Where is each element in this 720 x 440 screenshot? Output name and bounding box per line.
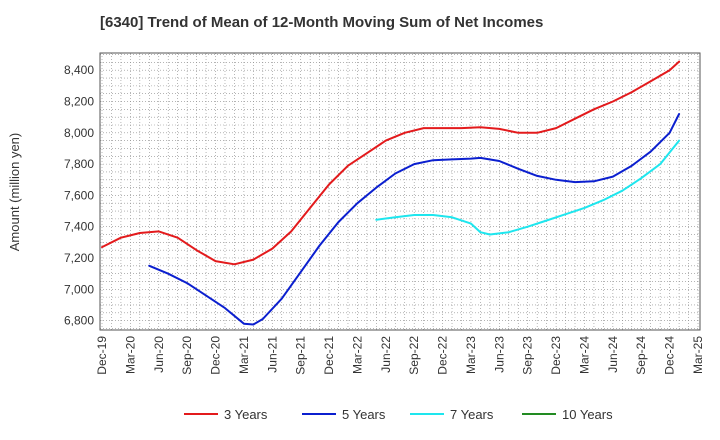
legend-label: 10 Years (562, 407, 613, 422)
x-tick-label: Sep-20 (180, 336, 194, 375)
x-tick-label: Sep-22 (407, 336, 421, 375)
y-tick-label: 6,800 (64, 314, 94, 328)
x-tick-label: Jun-22 (379, 336, 393, 373)
x-tick-label: Dec-22 (436, 336, 450, 375)
x-tick-label: Mar-23 (464, 336, 478, 374)
series-line-1 (148, 113, 681, 326)
y-axis-label: Amount (million yen) (7, 133, 22, 252)
series-lines (101, 60, 681, 326)
x-tick-label: Dec-19 (95, 336, 109, 375)
x-tick-label: Mar-24 (577, 336, 591, 374)
x-tick-label: Dec-23 (549, 336, 563, 375)
y-axis-ticks: 6,800 7,000 7,200 7,400 7,600 7,800 8,000 8,200… (64, 63, 94, 327)
legend-label: 3 Years (224, 407, 268, 422)
y-tick-label: 8,200 (64, 95, 94, 109)
x-tick-label: Sep-23 (521, 336, 535, 375)
x-tick-label: Mar-21 (237, 336, 251, 374)
x-tick-label: Sep-21 (294, 336, 308, 375)
x-tick-label: Dec-20 (209, 336, 223, 375)
x-axis-ticks: Dec-19 Mar-20 Jun-20 Sep-20 Dec-20 Mar-21 Jun-… (95, 336, 705, 375)
y-tick-label: 7,600 (64, 188, 94, 202)
legend-label: 7 Years (450, 407, 494, 422)
x-tick-label: Dec-21 (322, 336, 336, 375)
x-tick-label: Mar-22 (350, 336, 364, 374)
x-tick-label: Jun-23 (492, 336, 506, 373)
y-tick-label: 7,200 (64, 251, 94, 265)
x-tick-label: Sep-24 (634, 336, 648, 375)
x-tick-label: Mar-20 (123, 336, 137, 374)
x-tick-label: Mar-25 (691, 336, 705, 374)
grid (100, 53, 700, 330)
y-tick-label: 8,400 (64, 63, 94, 77)
chart-title: [6340] Trend of Mean of 12-Month Moving … (100, 14, 544, 31)
y-tick-label: 7,400 (64, 220, 94, 234)
series-line-2 (375, 139, 681, 236)
x-tick-label: Jun-20 (152, 336, 166, 373)
y-tick-label: 7,800 (64, 157, 94, 171)
series-line-0 (101, 60, 681, 266)
x-tick-label: Jun-21 (265, 336, 279, 373)
legend-label: 5 Years (342, 407, 386, 422)
x-tick-label: Jun-24 (606, 336, 620, 373)
x-tick-label: Dec-24 (663, 336, 677, 375)
y-tick-label: 7,000 (64, 282, 94, 296)
legend: 3 Years 5 Years 7 Years 10 Years (184, 407, 613, 422)
plot-frame (99, 52, 701, 331)
y-tick-label: 8,000 (64, 126, 94, 140)
